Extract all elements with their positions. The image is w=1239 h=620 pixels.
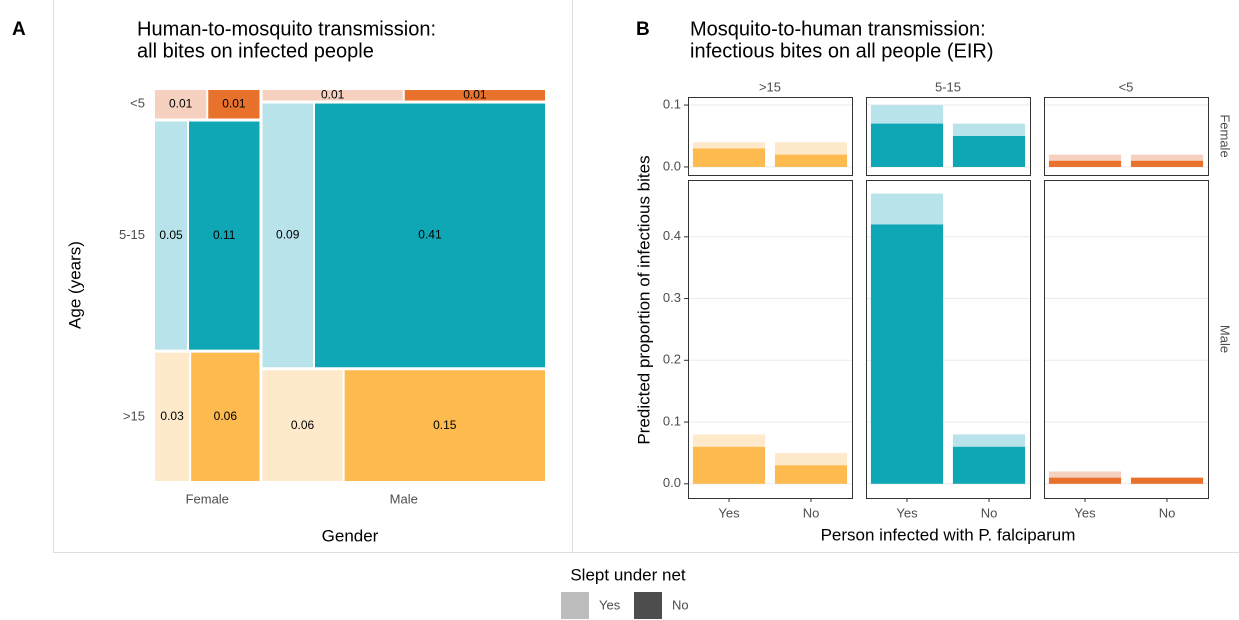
strip-label: Male <box>1218 325 1233 353</box>
panel-label: B <box>636 19 650 40</box>
bar-segment <box>774 142 848 155</box>
bar-segment <box>870 224 944 484</box>
y-tick-label: 0.2 <box>663 352 681 367</box>
bar-segment <box>1048 477 1122 484</box>
y-tick-label: 0.1 <box>663 413 681 428</box>
bar-segment <box>1130 160 1204 167</box>
facet-frame <box>1044 97 1209 176</box>
bar-segment <box>952 446 1026 484</box>
mosaic-cell <box>189 121 260 350</box>
y-tick-label: 5-15 <box>119 227 145 242</box>
facet-frame <box>866 180 1031 499</box>
mosaic-cell <box>262 90 403 101</box>
bar-segment <box>870 193 944 225</box>
mosaic-cell <box>262 370 343 481</box>
bar-segment <box>692 434 766 447</box>
mosaic-cell <box>404 90 545 101</box>
y-tick-label: <5 <box>130 96 145 111</box>
x-tick-label: Yes <box>896 505 918 520</box>
bar-segment <box>952 123 1026 136</box>
x-axis-title: Gender <box>322 526 379 545</box>
mosaic-cell <box>191 352 260 481</box>
mosaic-cell <box>344 370 545 481</box>
x-tick-label: No <box>1159 505 1176 520</box>
facet-frame <box>1044 180 1209 499</box>
y-axis-title: Predicted proportion of infectious bites <box>634 155 653 444</box>
y-tick-label: 0.1 <box>663 96 681 111</box>
title: all bites on infected people <box>137 40 374 62</box>
x-axis-title: Person infected with P. falciparum <box>821 525 1076 544</box>
x-tick-label: Yes <box>1074 505 1096 520</box>
data-label: 0.03 <box>160 409 184 423</box>
bar-segment <box>952 136 1026 167</box>
data-label: 0.41 <box>418 228 442 242</box>
mosaic-cell <box>155 121 188 350</box>
bar-segment <box>774 154 848 167</box>
bar-segment <box>692 142 766 149</box>
bar-segment <box>1048 154 1122 161</box>
x-tick-label: Male <box>390 491 418 506</box>
bar-segment <box>774 465 848 484</box>
x-tick-label: No <box>803 505 820 520</box>
legend-swatch <box>561 592 589 619</box>
bar-segment <box>1048 471 1122 478</box>
facet-frame <box>688 97 853 176</box>
y-tick-label: 0.4 <box>663 228 681 243</box>
data-label: 0.06 <box>291 418 315 432</box>
y-tick-label: 0.3 <box>663 290 681 305</box>
data-label: 0.01 <box>321 87 345 101</box>
data-label: 0.15 <box>433 418 457 432</box>
data-label: 0.11 <box>213 228 236 242</box>
data-label: 0.09 <box>276 228 300 242</box>
bar-segment <box>870 123 944 167</box>
bar-segment <box>952 434 1026 447</box>
mosaic-cell <box>262 103 313 368</box>
x-tick-label: No <box>981 505 998 520</box>
data-label: 0.01 <box>169 96 193 110</box>
bar-segment <box>1130 154 1204 161</box>
data-label: 0.01 <box>222 96 246 110</box>
title: infectious bites on all people (EIR) <box>690 40 994 62</box>
legend-label: Yes <box>599 597 621 612</box>
title: Human-to-mosquito transmission: <box>137 18 436 40</box>
data-label: 0.01 <box>463 87 487 101</box>
bar-segment <box>692 148 766 167</box>
y-tick-label: 0.0 <box>663 158 681 173</box>
strip-label: >15 <box>759 79 781 94</box>
bar-segment <box>870 105 944 124</box>
legend-label: No <box>672 597 689 612</box>
panel-frame <box>53 0 1239 553</box>
x-tick-label: Female <box>186 491 229 506</box>
y-tick-label: >15 <box>123 408 145 423</box>
strip-label: 5-15 <box>935 79 961 94</box>
facet-frame <box>866 97 1031 176</box>
bar-segment <box>1048 160 1122 167</box>
x-tick-label: Yes <box>718 505 740 520</box>
data-label: 0.06 <box>214 409 238 423</box>
y-tick-label: 0.0 <box>663 475 681 490</box>
legend-swatch <box>634 592 662 619</box>
y-axis-title: Age (years) <box>65 241 84 329</box>
strip-label: Female <box>1218 114 1233 157</box>
facet-frame <box>688 180 853 499</box>
data-label: 0.05 <box>159 228 183 242</box>
bar-segment <box>692 446 766 484</box>
strip-label: <5 <box>1119 79 1134 94</box>
title: Mosquito-to-human transmission: <box>690 18 986 40</box>
mosaic-cell <box>155 352 190 481</box>
mosaic-cell <box>155 90 207 119</box>
mosaic-cell <box>314 103 545 368</box>
panel-label: A <box>12 19 26 40</box>
legend-title: Slept under net <box>570 565 686 584</box>
bar-segment <box>774 452 848 466</box>
mosaic-cell <box>208 90 260 119</box>
bar-segment <box>1130 477 1204 484</box>
